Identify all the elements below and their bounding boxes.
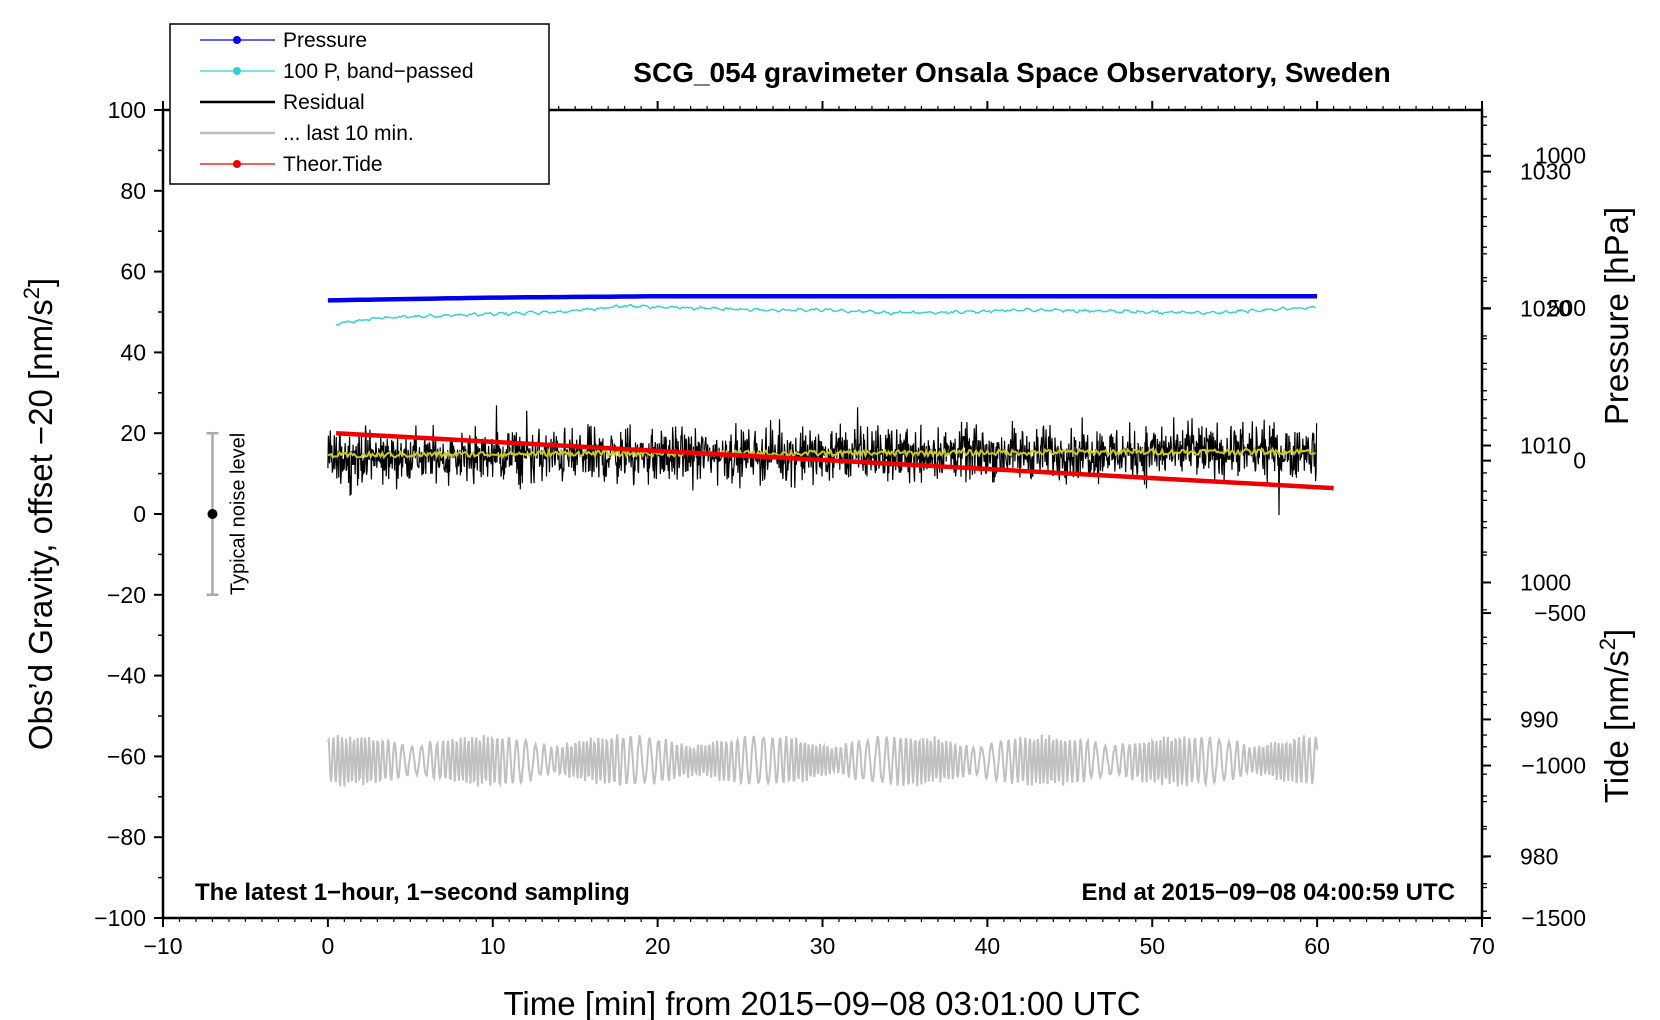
pressure-axis-title: Pressure [hPa] bbox=[1598, 207, 1635, 425]
legend-label: 100 P, band−passed bbox=[283, 60, 474, 83]
x-tick-label: 30 bbox=[810, 933, 836, 959]
tide-tick-label: 500 bbox=[1548, 295, 1586, 321]
y-tick-label: −100 bbox=[94, 905, 146, 931]
noise-bar-center-dot bbox=[207, 509, 218, 519]
series-layer bbox=[327, 294, 1334, 788]
pressure-tick-label: 980 bbox=[1520, 843, 1558, 869]
theoretical-tide-line bbox=[335, 430, 1334, 491]
x-tick-label: −10 bbox=[143, 933, 182, 959]
x-tick-label: 20 bbox=[645, 933, 671, 959]
legend-box bbox=[169, 23, 550, 185]
legend: Pressure 100 P, band−passed Residual ... la… bbox=[169, 23, 550, 185]
noise-label: Typical noise level bbox=[227, 433, 249, 595]
legend-label: Residual bbox=[283, 91, 365, 114]
tide-tick-label: 1000 bbox=[1535, 143, 1586, 169]
pressure-tick-label: 990 bbox=[1520, 706, 1558, 732]
tide-tick-label: 0 bbox=[1573, 448, 1586, 474]
y-tick-label: 80 bbox=[120, 178, 146, 204]
x-tick-label: 10 bbox=[480, 933, 506, 959]
legend-marker bbox=[233, 67, 241, 75]
x-tick-label: 60 bbox=[1304, 933, 1330, 959]
y-tick-label: 40 bbox=[120, 339, 146, 365]
legend-label: Theor.Tide bbox=[283, 153, 383, 176]
y-tick-label: 100 bbox=[108, 97, 146, 123]
y-axis-title-end: ] bbox=[22, 278, 59, 287]
end-time-note: End at 2015−09−08 04:00:59 UTC bbox=[1081, 879, 1455, 906]
noise-bar: Typical noise level bbox=[206, 431, 249, 597]
pressure-tick-label: 1030 bbox=[1520, 159, 1571, 185]
pressure-tick-label: 1000 bbox=[1520, 569, 1571, 595]
x-tick-label: 50 bbox=[1139, 933, 1165, 959]
pressure-tick-label: 1020 bbox=[1520, 296, 1571, 322]
y-tick-label: 20 bbox=[120, 420, 146, 446]
y-tick-label: −60 bbox=[107, 743, 146, 769]
tide-tick-label: −500 bbox=[1534, 600, 1586, 626]
ticks: −10 0 10 20 30 40 50 60 70−100−80−60−40−20020406… bbox=[94, 97, 1586, 959]
pressure-line bbox=[327, 294, 1318, 303]
tide-tick-label: −1000 bbox=[1521, 753, 1586, 779]
x-tick-label: 40 bbox=[975, 933, 1001, 959]
legend-label: ... last 10 min. bbox=[283, 122, 414, 145]
legend-label: Pressure bbox=[283, 29, 367, 52]
y-axis-title-main: Obs’d Gravity, offset −20 [nm/s bbox=[22, 299, 59, 750]
tide-axis-title-end: ] bbox=[1598, 629, 1635, 638]
tide-tick-label: −1500 bbox=[1521, 905, 1586, 931]
tide-axis-title-main: Tide [nm/s bbox=[1598, 650, 1635, 803]
legend-marker bbox=[233, 160, 241, 168]
tide-axis-title: Tide [nm/s2] bbox=[1595, 629, 1635, 803]
residual-smoothed-line bbox=[327, 445, 1316, 460]
band-passed-pressure-line bbox=[335, 303, 1316, 326]
y-tick-label: 0 bbox=[133, 501, 146, 527]
legend-marker bbox=[233, 36, 241, 44]
x-tick-label: 70 bbox=[1469, 933, 1495, 959]
sampling-note: The latest 1−hour, 1−second sampling bbox=[195, 879, 630, 906]
y-tick-label: −80 bbox=[107, 824, 146, 850]
pressure-tick-label: 1010 bbox=[1520, 433, 1571, 459]
y-tick-label: −20 bbox=[107, 582, 146, 608]
y-axis-title-superscript: 2 bbox=[19, 287, 44, 299]
y-axis-title: Obs’d Gravity, offset −20 [nm/s2] bbox=[19, 278, 59, 750]
chart-title: SCG_054 gravimeter Onsala Space Observat… bbox=[633, 57, 1390, 88]
y-tick-label: −40 bbox=[107, 663, 146, 689]
last-10-min-line bbox=[327, 734, 1319, 788]
y-tick-label: 60 bbox=[120, 259, 146, 285]
tide-axis-title-superscript: 2 bbox=[1595, 638, 1620, 650]
x-tick-label: 0 bbox=[321, 933, 334, 959]
x-axis-title: Time [min] from 2015−09−08 03:01:00 UTC bbox=[503, 985, 1140, 1020]
